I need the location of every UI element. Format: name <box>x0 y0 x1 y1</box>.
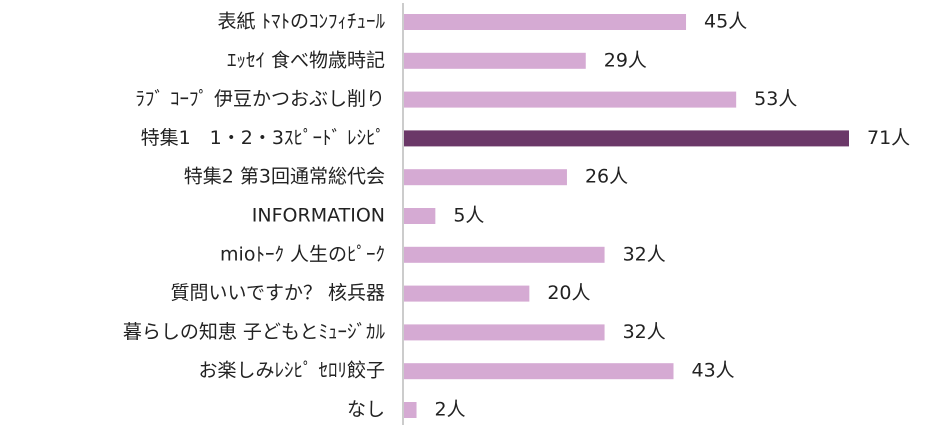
value-label: 20人 <box>547 282 590 304</box>
value-label: 53人 <box>754 88 797 110</box>
value-label: 29人 <box>604 49 647 71</box>
category-label: INFORMATION <box>252 205 385 227</box>
category-label: お楽しみﾚｼﾋﾟ ｾﾛﾘ餃子 <box>198 360 385 382</box>
value-label: 26人 <box>585 166 628 188</box>
category-label: mioﾄｰｸ 人生のﾋﾟｰｸ <box>220 243 385 265</box>
bar <box>404 285 530 302</box>
value-label: 43人 <box>692 360 735 382</box>
category-label: 質問いいですか？ 核兵器 <box>171 282 385 304</box>
value-label: 2人 <box>435 399 466 421</box>
category-label: 特集1 1・2・3ｽﾋﾟｰﾄﾞ ﾚｼﾋﾟ <box>141 127 385 149</box>
value-label: 32人 <box>623 321 666 343</box>
bar <box>404 52 586 69</box>
bar <box>404 14 687 30</box>
category-label: 表紙 ﾄﾏﾄのｺﾝﾌｨﾁｭｰﾙ <box>217 11 385 33</box>
value-label: 45人 <box>704 11 747 33</box>
bar <box>404 402 417 418</box>
bar <box>404 169 567 186</box>
value-label: 71人 <box>867 127 910 149</box>
category-label: なし <box>347 399 385 421</box>
category-label: ﾗﾌﾞ ｺｰﾌﾟ 伊豆かつおぶし削り <box>135 88 385 110</box>
bar <box>404 208 436 224</box>
bar <box>404 324 605 341</box>
category-label: 特集2 第3回通常総代会 <box>184 166 385 188</box>
value-label: 5人 <box>453 205 484 227</box>
category-label: ｴｯｾｲ 食べ物歳時記 <box>227 49 385 71</box>
bar <box>404 130 849 147</box>
category-label: 暮らしの知恵 子どもとﾐｭｰｼﾞｶﾙ <box>123 321 386 343</box>
value-label: 32人 <box>623 243 666 265</box>
bar <box>404 246 605 263</box>
bar <box>404 91 737 108</box>
bar <box>404 363 674 380</box>
